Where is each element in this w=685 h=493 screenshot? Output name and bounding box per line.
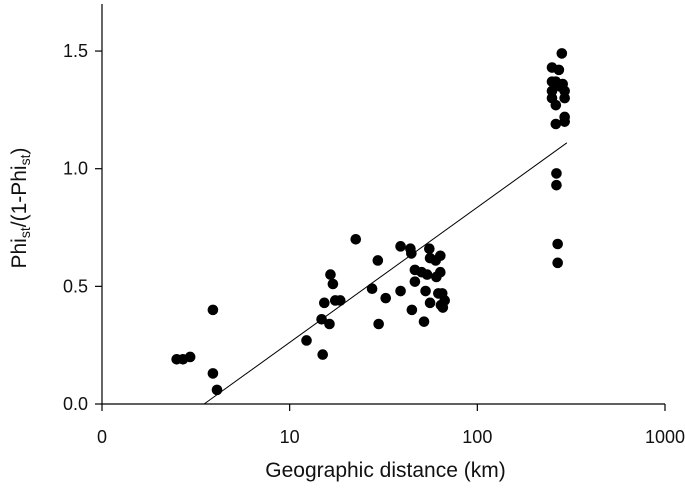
data-point bbox=[552, 238, 563, 250]
data-point bbox=[395, 241, 406, 252]
x-tick-label: 100 bbox=[462, 427, 492, 447]
y-title-part-2: /(1-Phi bbox=[8, 165, 31, 227]
x-ticks: 0 10 100 1000 bbox=[97, 404, 685, 447]
x-tick-label: 1000 bbox=[645, 427, 685, 447]
data-point bbox=[325, 269, 336, 280]
x-axis-title: Geographic distance (km) bbox=[265, 459, 505, 482]
data-point bbox=[409, 276, 421, 287]
data-point bbox=[551, 168, 562, 179]
data-point bbox=[373, 318, 384, 330]
data-point bbox=[350, 233, 362, 245]
data-point bbox=[559, 116, 570, 127]
data-point bbox=[406, 304, 418, 316]
data-point bbox=[316, 313, 327, 325]
data-points bbox=[171, 48, 570, 396]
data-point bbox=[556, 48, 568, 59]
regression-line bbox=[203, 142, 568, 405]
data-point bbox=[319, 297, 330, 309]
y-tick-label: 1.5 bbox=[63, 41, 88, 61]
data-point bbox=[424, 243, 435, 255]
data-point bbox=[406, 248, 417, 259]
data-point bbox=[301, 335, 312, 346]
data-point bbox=[553, 64, 565, 76]
data-point bbox=[207, 304, 219, 316]
x-tick-label: 10 bbox=[280, 427, 300, 447]
data-point bbox=[550, 118, 562, 130]
y-title-subscript-2: st bbox=[17, 154, 33, 165]
data-point bbox=[184, 351, 196, 363]
data-point bbox=[550, 99, 562, 111]
data-point bbox=[334, 295, 346, 306]
y-title-part-3: ) bbox=[8, 148, 31, 155]
data-point bbox=[424, 297, 436, 309]
data-point bbox=[380, 292, 392, 304]
y-tick-label: 0.5 bbox=[63, 276, 88, 296]
data-point bbox=[551, 179, 562, 191]
y-ticks: 0.0 0.5 1.0 1.5 bbox=[63, 41, 102, 414]
data-point bbox=[559, 92, 570, 104]
axes bbox=[101, 4, 665, 405]
x-tick-label: 0 bbox=[97, 427, 107, 447]
y-title-part-1: Phi bbox=[8, 238, 31, 268]
data-point bbox=[418, 316, 430, 327]
y-title-subscript-1: st bbox=[17, 227, 33, 238]
data-point bbox=[372, 255, 384, 266]
y-axis-title: Phist/(1-Phist) bbox=[8, 148, 33, 269]
data-point bbox=[395, 285, 406, 297]
y-tick-label: 1.0 bbox=[63, 159, 88, 179]
data-point bbox=[420, 285, 431, 297]
data-point bbox=[439, 295, 450, 306]
data-point bbox=[366, 283, 378, 295]
data-point bbox=[435, 250, 446, 262]
data-point bbox=[317, 349, 329, 360]
data-point bbox=[207, 368, 219, 379]
data-point bbox=[211, 384, 223, 396]
data-point bbox=[327, 278, 339, 290]
data-point bbox=[435, 266, 446, 278]
data-point bbox=[552, 257, 563, 269]
data-point bbox=[324, 318, 335, 330]
y-tick-label: 0.0 bbox=[63, 394, 88, 414]
data-point bbox=[421, 269, 433, 280]
